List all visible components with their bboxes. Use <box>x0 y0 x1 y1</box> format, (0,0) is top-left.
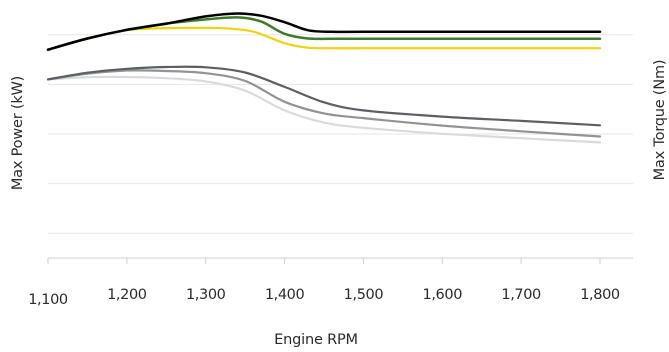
x-tick-label: 1,100 <box>28 292 68 308</box>
series-line <box>46 69 602 138</box>
series-line <box>46 75 602 144</box>
x-tick-label: 1,300 <box>186 287 226 303</box>
series-layer <box>46 12 602 144</box>
gridlines <box>48 34 633 234</box>
series-line <box>46 12 602 51</box>
x-tick-label: 1,500 <box>344 287 384 303</box>
x-axis-ticks: 1,100 1,200 1,300 1,400 1,500 1,600 1,700 1,800 <box>28 258 620 308</box>
x-tick-label: 1,600 <box>423 287 463 303</box>
series-line <box>46 16 602 51</box>
y-axis-left-title: Max Power (kW) <box>10 76 26 190</box>
x-tick-label: 1,200 <box>107 287 147 303</box>
x-tick-label: 1,700 <box>501 287 541 303</box>
x-tick-label: 1,800 <box>580 287 620 303</box>
x-axis-title: Engine RPM <box>274 332 358 348</box>
y-axis-right-title: Max Torque (Nm) <box>652 60 668 181</box>
x-tick-label: 1,400 <box>265 287 305 303</box>
series-line <box>46 65 602 127</box>
